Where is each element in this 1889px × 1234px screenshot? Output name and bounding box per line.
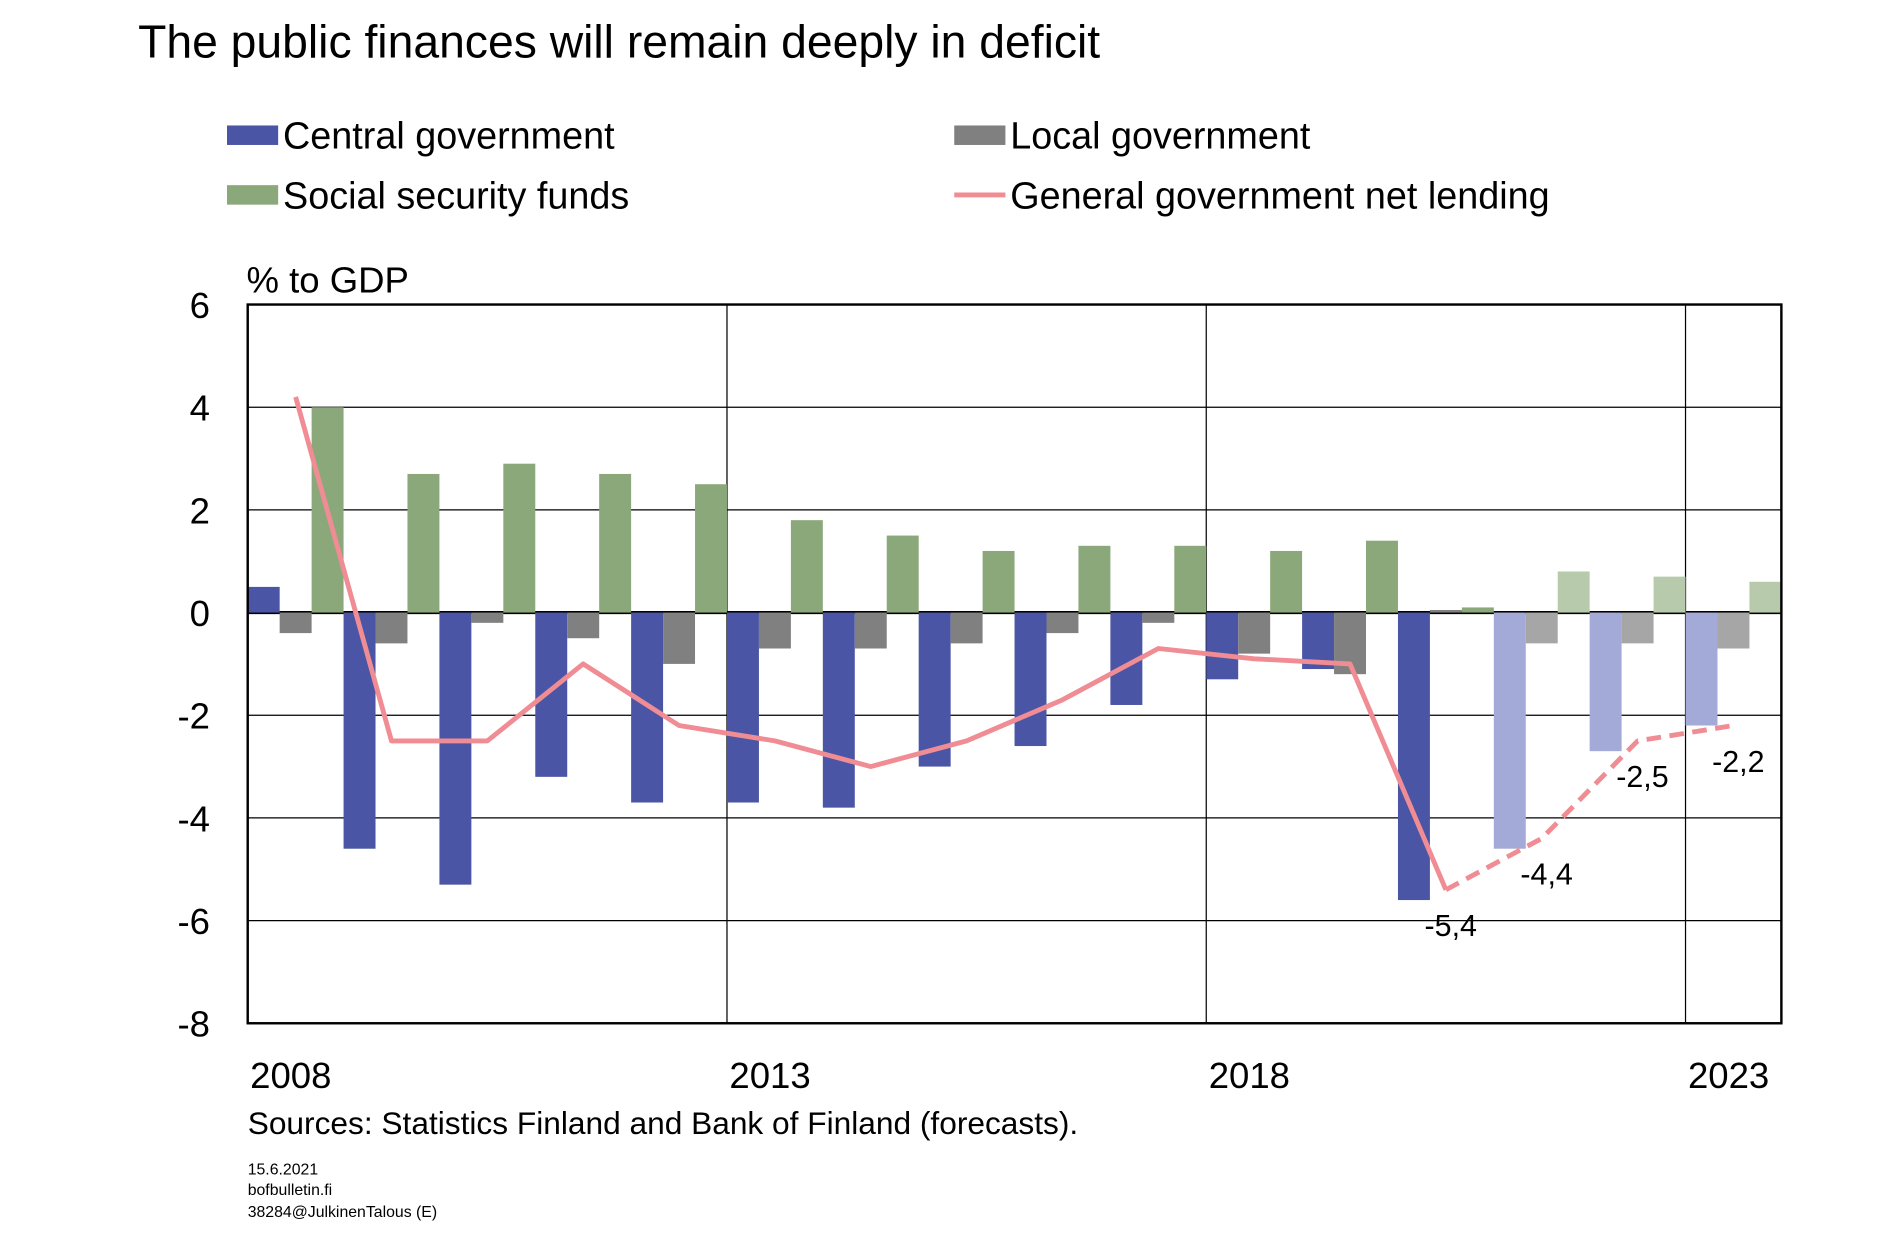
bar <box>854 612 887 649</box>
legend-swatch <box>227 185 279 205</box>
bar <box>599 473 632 613</box>
bar <box>1653 576 1686 613</box>
bar <box>1397 612 1430 901</box>
bar <box>407 473 440 613</box>
bar <box>279 612 312 634</box>
bar <box>726 612 759 803</box>
bar <box>1046 612 1079 634</box>
footer-date: 15.6.2021 <box>248 1161 319 1178</box>
bar <box>663 612 696 664</box>
bar <box>1461 607 1494 613</box>
data-label: -5,4 <box>1425 909 1478 943</box>
bar <box>247 586 280 613</box>
bar <box>982 550 1015 613</box>
bar <box>1078 545 1111 613</box>
plot-frame <box>246 303 1783 1025</box>
bar <box>790 520 823 613</box>
bar <box>1174 545 1207 613</box>
chart-title: The public finances will remain deeply i… <box>138 15 1100 67</box>
legend-swatch <box>227 125 279 145</box>
bar <box>1429 609 1462 613</box>
bar <box>439 612 472 885</box>
y-tick-label: 6 <box>190 285 210 326</box>
bar <box>1142 612 1175 623</box>
data-label: -2,2 <box>1712 745 1764 779</box>
bar <box>567 612 600 639</box>
source-note: Sources: Statistics Finland and Bank of … <box>248 1105 1078 1141</box>
y-tick-label: 0 <box>190 593 210 634</box>
bar <box>1589 612 1622 752</box>
bar <box>695 484 727 613</box>
legend-label: Central government <box>283 116 615 158</box>
bar <box>343 612 376 849</box>
bar <box>950 612 983 644</box>
y-axis-label: % to GDP <box>246 259 408 300</box>
line <box>293 396 1449 891</box>
legend-label: General government net lending <box>1010 175 1549 217</box>
y-tick-label: -2 <box>177 696 209 737</box>
bar <box>1206 612 1239 680</box>
x-tick-label: 2008 <box>250 1055 331 1096</box>
y-tick-label: -8 <box>177 1004 209 1045</box>
bar <box>886 535 919 613</box>
bar <box>1525 612 1558 644</box>
bar <box>1621 612 1654 644</box>
bar <box>1749 581 1782 613</box>
y-tick-label: 4 <box>190 388 210 429</box>
bar <box>1685 612 1718 726</box>
bar <box>471 612 504 623</box>
bar <box>535 612 568 777</box>
x-tick-label: 2018 <box>1209 1055 1290 1096</box>
legend-label: Local government <box>1010 116 1311 158</box>
bar <box>1557 571 1590 613</box>
legend-label: Social security funds <box>283 175 629 217</box>
y-tick-label: -4 <box>177 798 209 839</box>
bar <box>1270 550 1303 613</box>
bar <box>758 612 791 649</box>
footer-site: bofbulletin.fi <box>248 1182 332 1199</box>
bar <box>1366 540 1398 613</box>
data-label: -2,5 <box>1616 760 1668 794</box>
footer-id: 38284@JulkinenTalous (E) <box>248 1204 437 1221</box>
data-label: -4,4 <box>1520 858 1573 892</box>
y-tick-label: 2 <box>190 490 210 531</box>
bar <box>1014 612 1047 747</box>
bar <box>375 612 408 644</box>
bar <box>503 463 536 613</box>
legend-swatch <box>954 125 1006 145</box>
forecast-line <box>1444 723 1734 892</box>
x-tick-label: 2013 <box>729 1055 810 1096</box>
y-tick-label: -6 <box>177 901 209 942</box>
bar <box>1238 612 1271 654</box>
bar <box>822 612 855 808</box>
bar <box>918 612 951 767</box>
x-tick-label: 2023 <box>1688 1055 1769 1096</box>
bar <box>1493 612 1526 849</box>
bar <box>1717 612 1750 649</box>
